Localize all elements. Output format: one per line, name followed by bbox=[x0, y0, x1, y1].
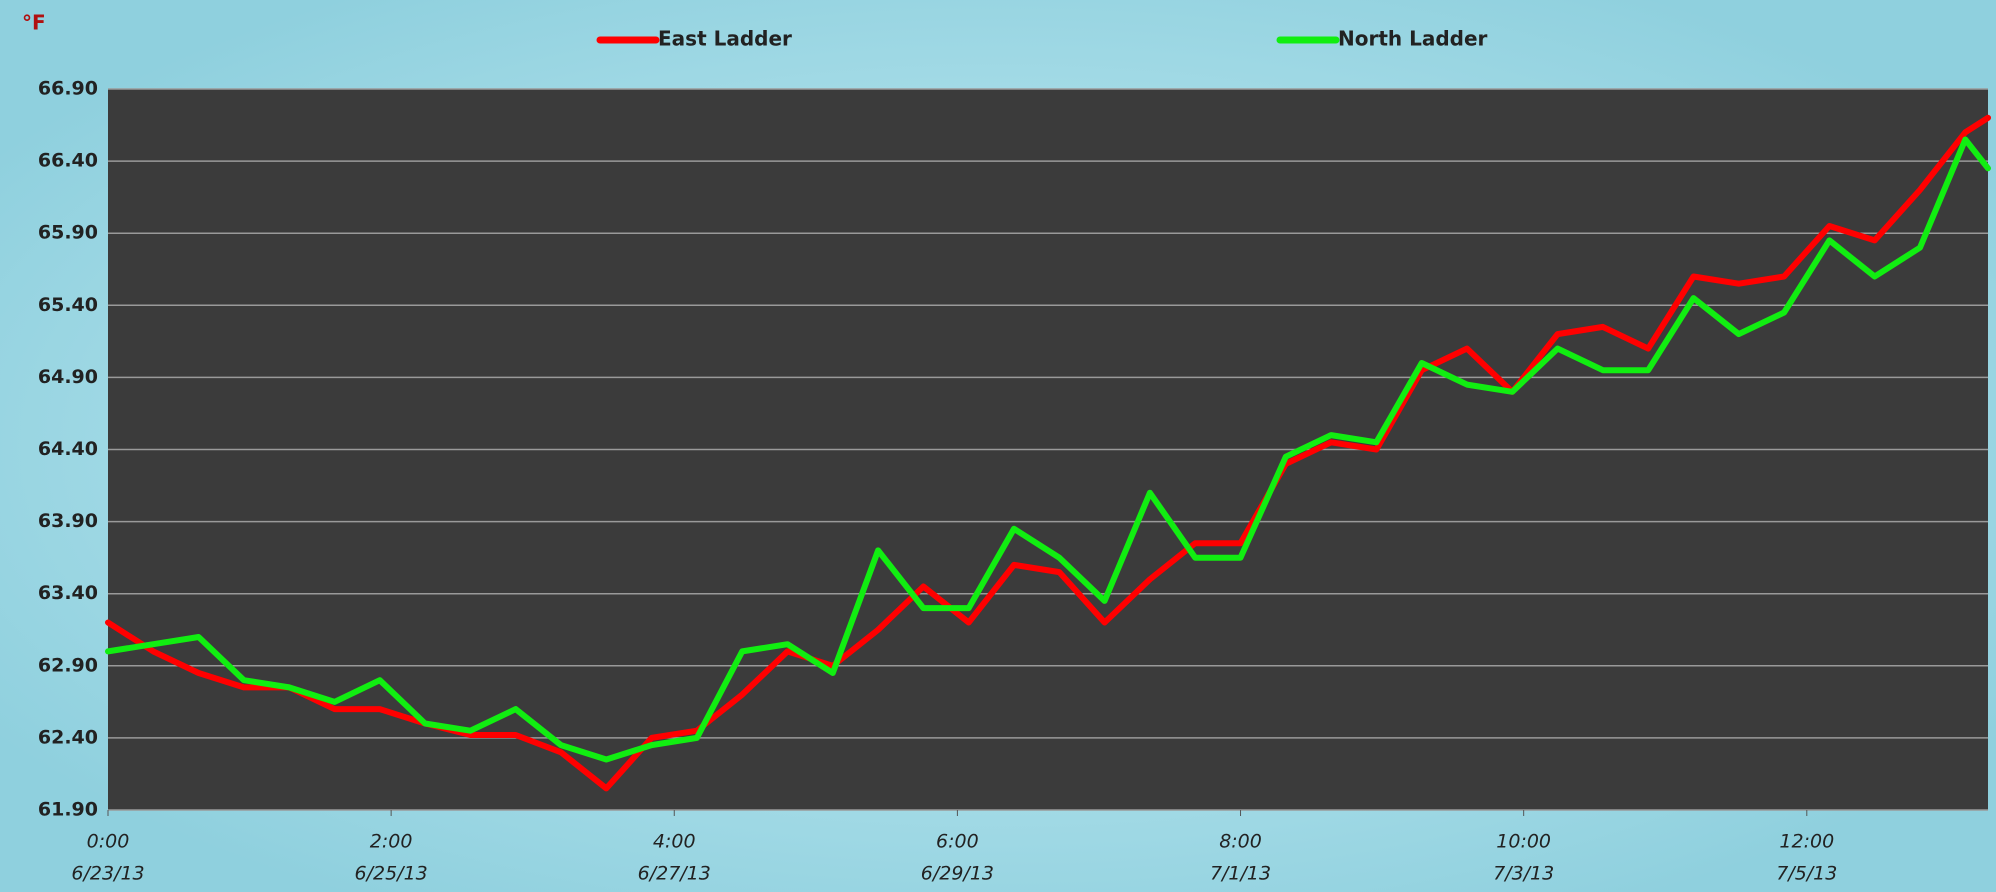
x-tick-label: 6/25/13 bbox=[355, 863, 428, 885]
y-tick-label: 61.90 bbox=[38, 799, 98, 821]
legend-label: North Ladder bbox=[1338, 27, 1488, 51]
x-tick-label: 10:00 bbox=[1496, 831, 1551, 853]
y-tick-label: 66.90 bbox=[38, 78, 98, 100]
y-tick-label: 66.40 bbox=[38, 150, 98, 172]
y-tick-label: 62.40 bbox=[38, 726, 98, 748]
y-tick-label: 62.90 bbox=[38, 654, 98, 676]
y-axis-label: °F bbox=[22, 11, 46, 35]
x-tick-label: 2:00 bbox=[370, 831, 413, 853]
y-tick-label: 65.90 bbox=[38, 222, 98, 244]
y-tick-label: 65.40 bbox=[38, 294, 98, 316]
x-tick-label: 6/27/13 bbox=[638, 863, 711, 885]
y-tick-label: 64.90 bbox=[38, 366, 98, 388]
x-tick-label: 12:00 bbox=[1779, 831, 1834, 853]
data-line bbox=[105, 136, 1991, 763]
x-tick-label: 6/29/13 bbox=[921, 863, 994, 885]
legend-label: East Ladder bbox=[658, 27, 792, 51]
x-tick-label: 0:00 bbox=[87, 831, 130, 853]
x-tick-label: 6:00 bbox=[936, 831, 979, 853]
x-tick-label: 4:00 bbox=[653, 831, 696, 853]
x-tick-label: 7/3/13 bbox=[1493, 863, 1554, 885]
x-tick-label: 7/1/13 bbox=[1210, 863, 1271, 885]
y-tick-label: 64.40 bbox=[38, 438, 98, 460]
y-tick-label: 63.40 bbox=[38, 582, 98, 604]
x-tick-label: 7/5/13 bbox=[1776, 863, 1837, 885]
x-tick-label: 6/23/13 bbox=[71, 863, 144, 885]
y-tick-label: 63.90 bbox=[38, 510, 98, 532]
x-tick-label: 8:00 bbox=[1219, 831, 1262, 853]
